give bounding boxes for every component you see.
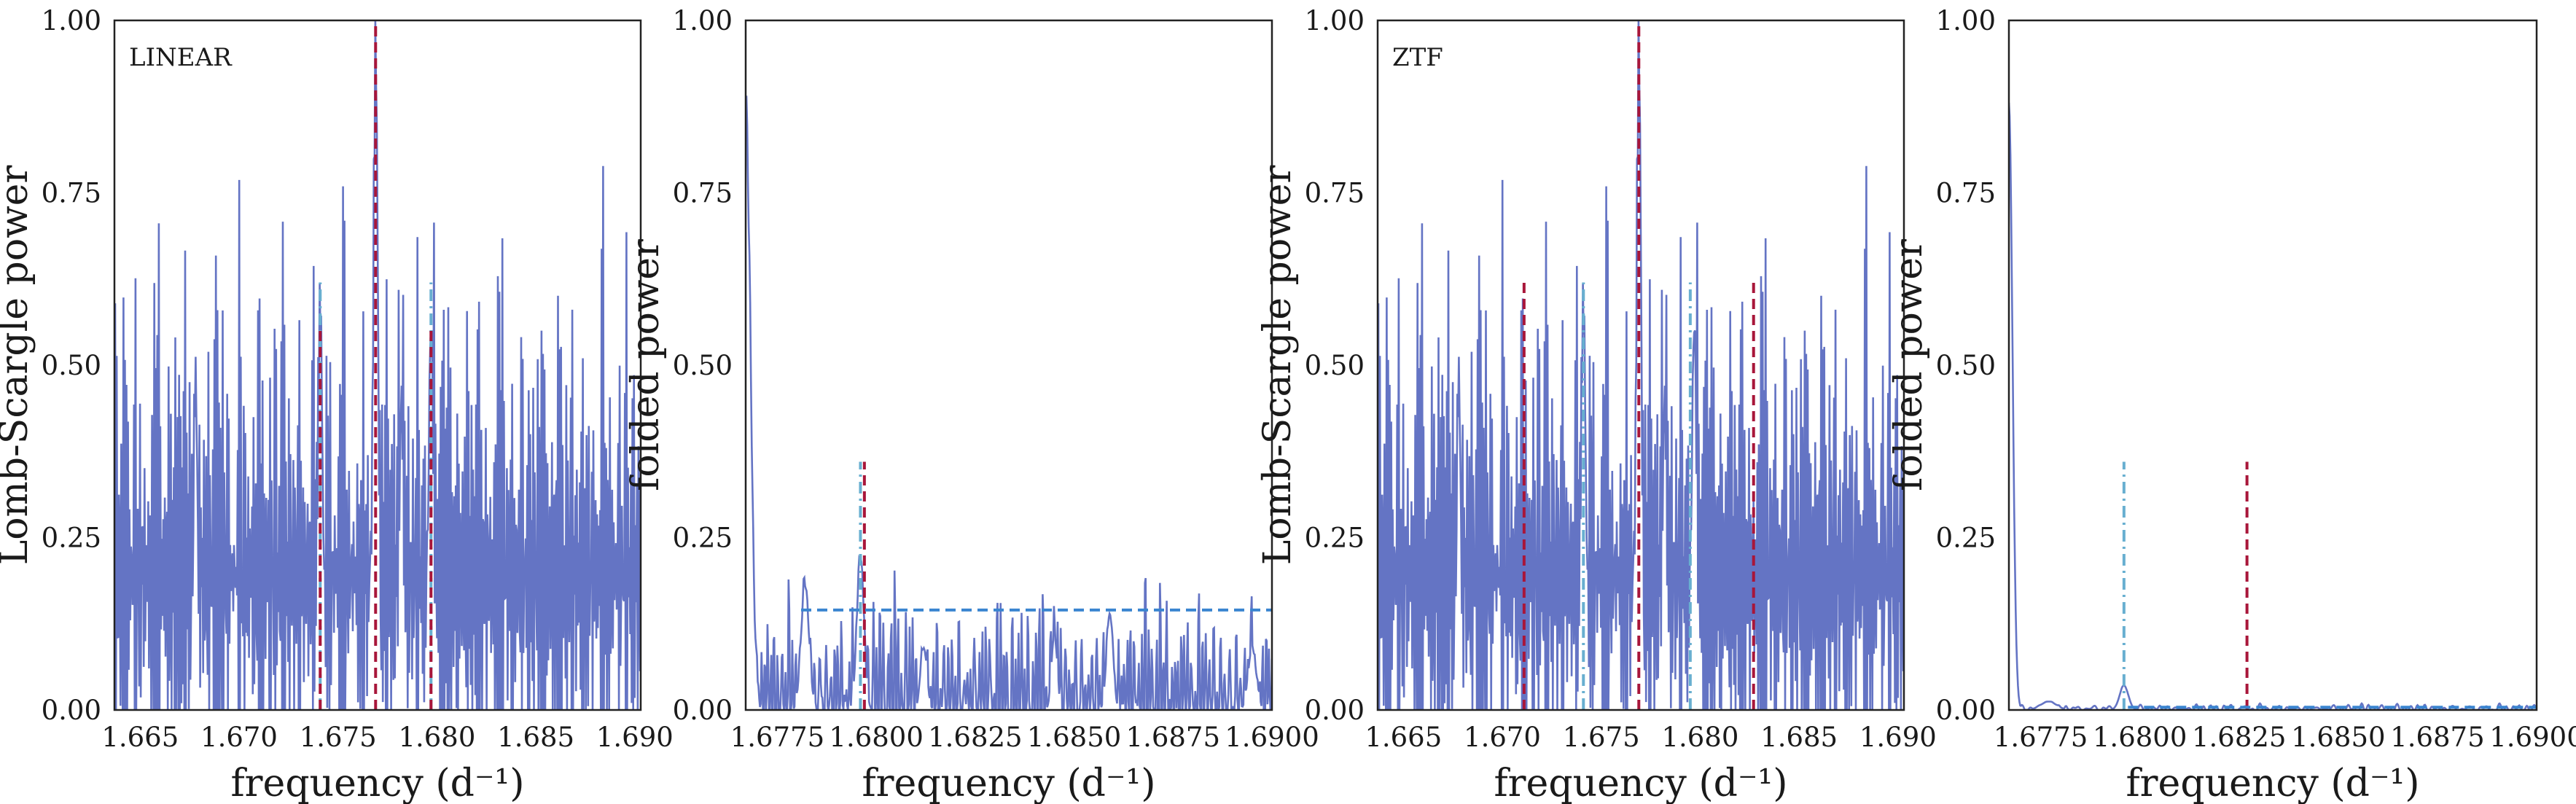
plot-area [114, 20, 641, 710]
y-tick-label: 0.75 [673, 178, 733, 209]
y-tick-label: 0.75 [1936, 178, 1996, 209]
y-tick-label: 0.00 [1305, 695, 1365, 726]
y-tick-label: 1.00 [673, 5, 733, 36]
x-tick-label: 1.685 [497, 722, 574, 753]
x-tick-label: 1.6875 [1126, 722, 1220, 753]
y-tick-label: 0.00 [673, 695, 733, 726]
axes-frame [2007, 19, 2538, 711]
panel-4: 1.6775 1.6800 1.6825 1.6850 1.6875 1.6900 0.00… [1887, 5, 2576, 804]
x-tick-label: 1.680 [398, 722, 475, 753]
plot-area [1378, 20, 1904, 710]
y-axis-label: Lomb-Scargle power [1256, 165, 1300, 566]
x-tick-label: 1.675 [300, 722, 377, 753]
periodogram-line [1378, 20, 1904, 710]
x-tick-label: 1.6825 [928, 722, 1022, 753]
x-tick-label: 1.690 [1859, 722, 1937, 753]
y-tick-label: 0.75 [1305, 178, 1365, 209]
y-tick-label: 0.50 [42, 350, 101, 381]
x-axis-label: frequency (d⁻¹) [862, 762, 1155, 804]
x-axis-label: frequency (d⁻¹) [230, 762, 524, 804]
axes-frame [744, 19, 1273, 711]
periodogram-line [2009, 102, 2537, 710]
y-tick-label: 1.00 [1305, 5, 1365, 36]
periodogram-line [114, 20, 641, 710]
y-tick-label: 1.00 [42, 5, 101, 36]
x-tick-label: 1.6775 [1994, 722, 2088, 753]
y-axis-label: folded power [1887, 239, 1931, 491]
x-tick-label: 1.6800 [2093, 722, 2187, 753]
x-tick-label: 1.6850 [2291, 722, 2385, 753]
y-tick-label: 0.50 [1305, 350, 1365, 381]
x-tick-label: 1.690 [596, 722, 674, 753]
x-tick-label: 1.665 [101, 722, 179, 753]
y-axis-label: folded power [624, 239, 668, 491]
x-axis-label: frequency (d⁻¹) [1494, 762, 1787, 804]
plot-area [2009, 102, 2537, 710]
axes-frame [113, 19, 642, 711]
y-tick-label: 0.50 [673, 350, 733, 381]
x-tick-label: 1.665 [1365, 722, 1442, 753]
panel-3: 1.665 1.670 1.675 1.680 1.685 1.690 0.00 0.25 0.… [1256, 5, 1937, 804]
x-tick-label: 1.680 [1661, 722, 1738, 753]
y-tick-label: 0.25 [1305, 523, 1365, 554]
x-tick-label: 1.675 [1563, 722, 1640, 753]
panel-2: 1.6775 1.6800 1.6825 1.6850 1.6875 1.6900 0.00… [624, 5, 1319, 804]
x-tick-label: 1.6775 [730, 722, 824, 753]
y-tick-label: 0.25 [42, 523, 101, 554]
x-tick-label: 1.6850 [1027, 722, 1121, 753]
panel-label: ZTF [1392, 43, 1443, 72]
x-tick-label: 1.6800 [829, 722, 923, 753]
x-tick-label: 1.6875 [2390, 722, 2484, 753]
y-tick-label: 1.00 [1936, 5, 1996, 36]
y-tick-label: 0.00 [42, 695, 101, 726]
y-tick-label: 0.75 [42, 178, 101, 209]
x-tick-label: 1.6825 [2192, 722, 2286, 753]
x-axis-label: frequency (d⁻¹) [2126, 762, 2419, 804]
x-tick-label: 1.6900 [1225, 722, 1319, 753]
panel-label: LINEAR [129, 43, 233, 72]
panel-1: 1.665 1.670 1.675 1.680 1.685 1.690 0.00 0.25 0.… [0, 5, 674, 804]
y-tick-label: 0.25 [673, 523, 733, 554]
y-tick-label: 0.25 [1936, 523, 1996, 554]
axes-frame [1376, 19, 1905, 711]
x-tick-label: 1.670 [200, 722, 278, 753]
x-tick-label: 1.6900 [2489, 722, 2576, 753]
y-tick-label: 0.50 [1936, 350, 1996, 381]
x-tick-label: 1.685 [1760, 722, 1838, 753]
plot-area [746, 95, 1272, 710]
x-tick-label: 1.670 [1464, 722, 1541, 753]
y-axis-label: Lomb-Scargle power [0, 165, 36, 566]
periodogram-line [746, 95, 1272, 710]
y-tick-label: 0.00 [1936, 695, 1996, 726]
